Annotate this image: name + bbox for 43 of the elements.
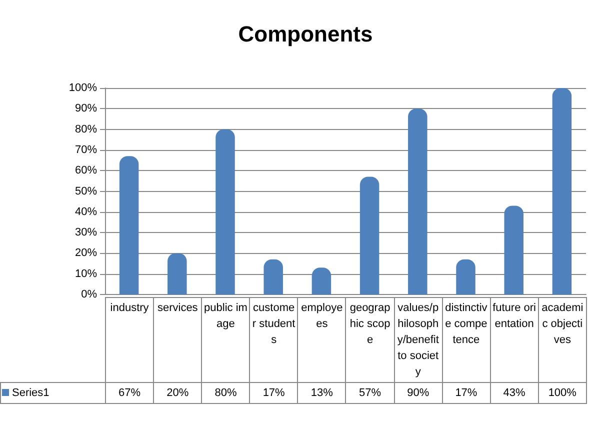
y-tick-label: 40% [74, 206, 98, 218]
data-label: 17% [250, 382, 298, 404]
legend-label: Series1 [0, 382, 106, 404]
x-tick-label: values/philosophy/benefit to society [394, 298, 442, 382]
y-tick-label: 20% [74, 247, 98, 260]
data-label: 100% [538, 382, 586, 404]
bar [168, 253, 187, 294]
x-tick-label: employees [298, 298, 346, 382]
x-tick-label: public image [202, 298, 250, 382]
data-label: 67% [106, 382, 154, 404]
y-tick-label: 100% [68, 82, 98, 94]
data-label: 13% [298, 382, 346, 404]
bar [216, 129, 235, 294]
y-tick-label: 70% [74, 144, 98, 156]
y-tick-label: 0% [81, 288, 98, 300]
bar [264, 259, 283, 294]
x-tick-label: academic objectives [538, 298, 586, 382]
x-tick-label: future orientation [490, 298, 538, 382]
bar [504, 206, 524, 294]
y-tick-label: 30% [74, 226, 98, 239]
data-label: 17% [442, 382, 490, 404]
bar [360, 176, 380, 294]
data-label: 43% [490, 382, 538, 404]
bar [408, 108, 428, 294]
chart-title: Components [238, 22, 373, 46]
data-label: 57% [346, 382, 394, 404]
x-tick-label: services [154, 298, 202, 382]
bar [119, 156, 139, 294]
bar [312, 268, 332, 294]
data-label: 20% [154, 382, 202, 404]
y-tick-label: 60% [74, 164, 98, 177]
x-tick-label: industry [106, 298, 154, 382]
y-tick-label: 80% [74, 123, 98, 136]
bar [456, 259, 476, 294]
bar [552, 88, 572, 294]
data-label: 90% [394, 382, 442, 404]
y-tick-label: 90% [74, 102, 98, 115]
x-tick-label: distinctive competence [442, 298, 490, 382]
x-tick-label: customer students [250, 298, 298, 382]
y-tick-label: 10% [74, 268, 98, 280]
data-label: 80% [202, 382, 250, 404]
y-tick-label: 50% [74, 185, 98, 198]
x-tick-label: geographic scope [346, 298, 394, 382]
